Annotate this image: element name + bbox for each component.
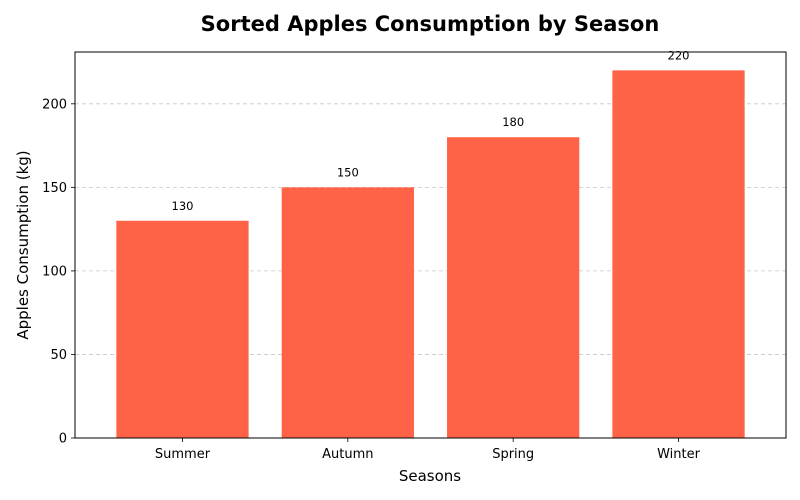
y-tick-label: 50 [50, 348, 67, 363]
y-tick-label: 200 [42, 97, 67, 112]
x-tick-label: Spring [492, 447, 534, 462]
y-tick-label: 100 [42, 264, 67, 279]
bar [281, 187, 414, 438]
bar-value-label: 150 [337, 165, 359, 179]
y-tick-label: 150 [42, 181, 67, 196]
y-tick-label: 0 [59, 432, 67, 447]
x-tick-label: Summer [155, 447, 211, 462]
bar-value-label: 180 [502, 115, 524, 129]
plot-frame [74, 51, 787, 439]
bar [116, 220, 249, 438]
bar-value-label: 130 [172, 199, 194, 213]
y-axis-label: Apples Consumption (kg) [14, 150, 32, 339]
x-tick-label: Autumn [322, 447, 373, 462]
x-tick-label: Winter [657, 447, 701, 462]
bar [612, 70, 745, 438]
plot-area: 130 Summer 150 Autumn 180 Spring 220 Winter 0 50 1… [42, 48, 787, 462]
chart-title: Sorted Apples Consumption by Season [201, 12, 660, 36]
x-axis-label: Seasons [399, 467, 461, 485]
bar-value-label: 220 [668, 48, 690, 62]
bar [447, 137, 580, 439]
